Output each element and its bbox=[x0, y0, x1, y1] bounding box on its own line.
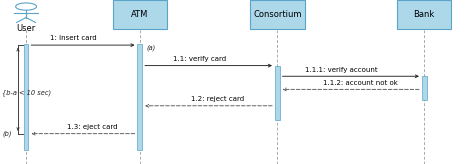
Text: ATM: ATM bbox=[131, 10, 148, 19]
Bar bbox=[24, 44, 28, 150]
Text: (b): (b) bbox=[2, 130, 12, 137]
Bar bbox=[275, 66, 280, 120]
Text: 1.1: verify card: 1.1: verify card bbox=[173, 56, 226, 62]
Text: (a): (a) bbox=[146, 44, 155, 51]
Text: 1.3: eject card: 1.3: eject card bbox=[67, 124, 118, 130]
Bar bbox=[112, 0, 167, 29]
Text: Bank: Bank bbox=[414, 10, 435, 19]
Text: 1.1.1: verify account: 1.1.1: verify account bbox=[305, 67, 378, 73]
Bar bbox=[422, 76, 427, 100]
Text: 1.1.2: account not ok: 1.1.2: account not ok bbox=[323, 80, 398, 86]
Bar bbox=[137, 44, 142, 150]
Bar bbox=[250, 0, 304, 29]
Text: 1.2: reject card: 1.2: reject card bbox=[191, 96, 245, 102]
Text: 1: insert card: 1: insert card bbox=[50, 35, 97, 41]
Text: Consortium: Consortium bbox=[253, 10, 301, 19]
Text: {b-a < 10 sec): {b-a < 10 sec) bbox=[2, 89, 52, 96]
Text: User: User bbox=[17, 24, 36, 33]
Bar bbox=[397, 0, 451, 29]
